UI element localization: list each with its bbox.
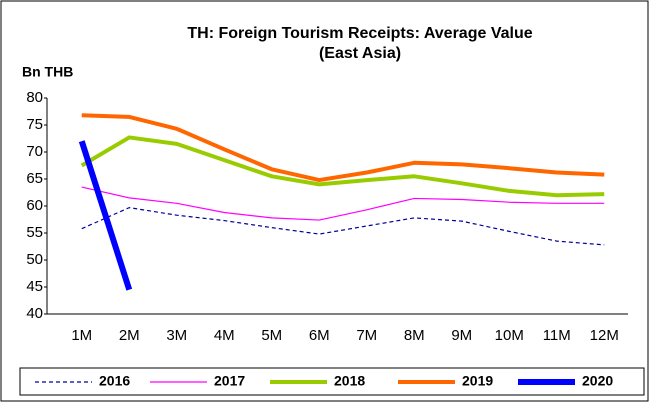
y-tick-label: 75	[26, 116, 43, 133]
series-line	[78, 140, 133, 291]
y-tick-label: 50	[26, 251, 43, 268]
x-tick-label: 12M	[590, 327, 619, 344]
y-tick-label: 65	[26, 170, 43, 187]
series-line	[81, 186, 605, 221]
legend-label: 2020	[582, 373, 613, 389]
y-tick-label: 60	[26, 197, 43, 214]
x-tick-label: 6M	[309, 327, 330, 344]
x-tick-label: 7M	[356, 327, 377, 344]
legend-label: 2016	[99, 373, 130, 389]
y-tick-label: 55	[26, 224, 43, 241]
legend-label: 2019	[462, 373, 493, 389]
legend-label: 2018	[334, 373, 365, 389]
y-tick-label: 45	[26, 278, 43, 295]
series-line	[81, 113, 605, 183]
x-tick-label: 3M	[166, 327, 187, 344]
x-tick-label: 9M	[451, 327, 472, 344]
series-line	[81, 207, 605, 246]
x-tick-label: 8M	[404, 327, 425, 344]
series-line	[80, 135, 605, 198]
x-tick-label: 10M	[495, 327, 524, 344]
y-axis-label: Bn THB	[22, 64, 73, 80]
x-tick-label: 11M	[543, 327, 571, 344]
x-tick-label: 2M	[119, 327, 140, 344]
y-tick-label: 80	[26, 89, 43, 106]
legend-label: 2017	[214, 373, 245, 389]
x-tick-label: 5M	[261, 327, 282, 344]
chart-title: TH: Foreign Tourism Receipts: Average Va…	[187, 25, 533, 62]
y-tick-label: 40	[26, 305, 43, 322]
y-tick-label: 70	[26, 143, 43, 160]
x-tick-label: 4M	[214, 327, 235, 344]
x-tick-label: 1M	[71, 327, 92, 344]
